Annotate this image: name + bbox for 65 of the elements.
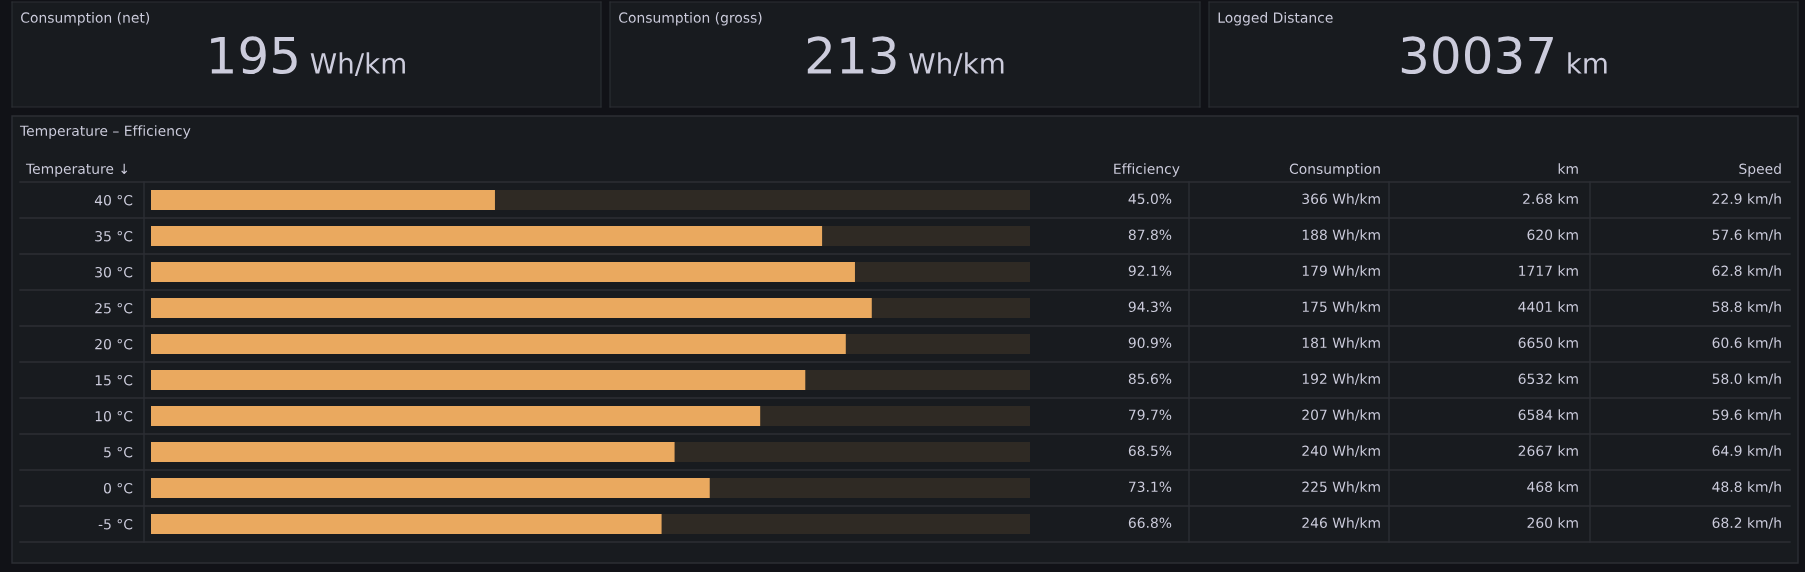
y-tick-label: 15 °C	[95, 374, 133, 386]
text: km	[1568, 52, 1607, 74]
text: 225 Wh/km	[1302, 481, 1380, 494]
text: 6532 km	[1518, 373, 1578, 385]
y-tick-label: 20 °C	[95, 338, 133, 350]
text: 68.2 km/h	[1712, 517, 1781, 530]
text: 468 km	[1527, 481, 1578, 493]
text: 58.0 km/h	[1712, 373, 1781, 386]
text: 179 Wh/km	[1302, 265, 1380, 278]
text: 620 km	[1527, 229, 1578, 241]
text: 188 Wh/km	[1302, 229, 1380, 242]
text: 58.8 km/h	[1712, 301, 1781, 314]
text: 207 Wh/km	[1302, 409, 1380, 422]
y-tick-label: 40 °C	[94, 194, 133, 206]
data-label: 87.8%	[1128, 229, 1172, 241]
text: 1717 km	[1519, 265, 1578, 276]
text: 57.6 km/h	[1712, 229, 1781, 242]
text: 195	[211, 36, 297, 75]
data-label: 85.6%	[1128, 373, 1172, 385]
y-tick-label: 25 °C	[95, 302, 133, 314]
text: 22.9 km/h	[1712, 193, 1781, 206]
data-label: 92.1%	[1128, 265, 1172, 277]
data-label: 66.8%	[1128, 517, 1172, 529]
data-label: 68.5%	[1128, 445, 1172, 457]
text: 192 Wh/km	[1302, 373, 1380, 386]
text: 6584 km	[1518, 409, 1578, 421]
text: 62.8 km/h	[1712, 265, 1781, 278]
data-label: 45.0%	[1128, 193, 1172, 205]
text: 59.6 km/h	[1712, 409, 1781, 422]
text: 2667 km	[1518, 445, 1578, 457]
data-label: 73.1%	[1129, 481, 1172, 493]
data-label: 79.7%	[1129, 409, 1172, 421]
text: Logged Distance	[1218, 12, 1333, 26]
text: 4401 km	[1518, 301, 1578, 313]
text: 64.9 km/h	[1712, 445, 1781, 458]
text: 175 Wh/km	[1302, 301, 1380, 314]
y-tick-label: 0 °C	[103, 482, 133, 494]
text: Consumption (gross)	[619, 12, 762, 26]
y-tick-label: -5 °C	[98, 518, 133, 530]
text: 240 Wh/km	[1302, 445, 1380, 458]
y-axis-title: Temperature ↓	[25, 163, 128, 177]
text: 60.6 km/h	[1712, 337, 1781, 350]
text: Consumption	[1289, 163, 1380, 177]
text: 213	[807, 36, 896, 75]
text: 366 Wh/km	[1302, 193, 1380, 206]
data-label: 90.9%	[1128, 337, 1172, 349]
text: 181 Wh/km	[1302, 337, 1380, 350]
text: 260 km	[1527, 517, 1578, 529]
text: Wh/km	[909, 52, 1004, 76]
text: km	[1558, 163, 1578, 174]
text: 246 Wh/km	[1302, 517, 1380, 530]
chart-title: Temperature – Efficiency	[19, 125, 191, 139]
text: 30037	[1401, 36, 1553, 75]
y-tick-label: 35 °C	[95, 230, 133, 242]
text: Wh/km	[310, 52, 405, 76]
text: 6650 km	[1518, 337, 1578, 349]
text: Speed	[1739, 163, 1781, 177]
text: 2.68 km	[1523, 193, 1578, 205]
y-tick-label: 5 °C	[104, 446, 133, 458]
y-tick-label: 30 °C	[95, 266, 133, 278]
y-tick-label: 10 °C	[95, 410, 133, 422]
text: Efficiency	[1114, 163, 1180, 177]
data-label: 94.3%	[1128, 301, 1172, 313]
text: 48.8 km/h	[1712, 481, 1781, 494]
text: Consumption (net)	[21, 12, 150, 26]
